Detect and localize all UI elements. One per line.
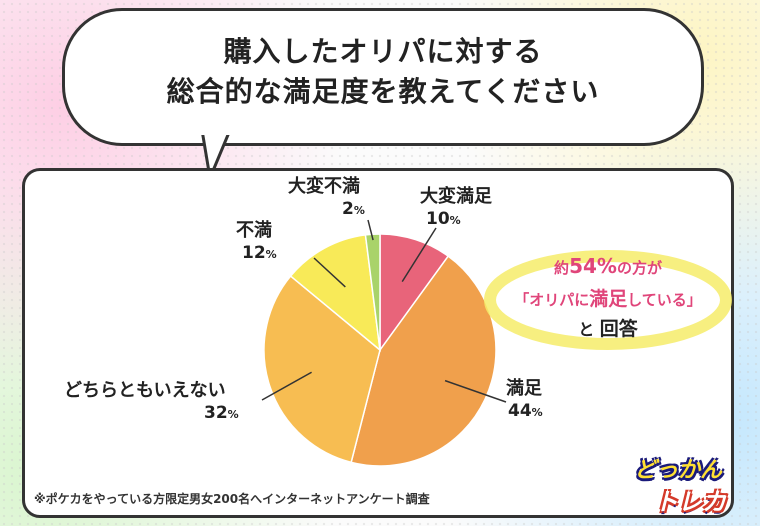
title-line-2: 総合的な満足度を教えてください — [166, 75, 600, 108]
title-speech-bubble — [62, 8, 704, 146]
callout-highlight-ring — [484, 250, 732, 350]
pie-slice-very-satisfied — [379, 233, 450, 353]
slice-name: どちらともいえない — [64, 380, 226, 401]
callout-line-3: と 回答 — [578, 318, 638, 340]
slice-label-neutral: どちらともいえない 32% — [64, 380, 239, 426]
callout-line-1: 約54%の方が — [554, 254, 662, 278]
speech-bubble-tail — [200, 130, 232, 180]
callout-line-2: 「オリパに満足している」 — [514, 288, 702, 310]
leader-line — [367, 219, 374, 241]
logo-line-1: どっかん — [634, 458, 723, 483]
leader-line — [444, 379, 507, 403]
leader-line — [261, 371, 312, 401]
slice-name: 大変満足 — [420, 186, 492, 207]
pie-slice-satisfied — [350, 255, 497, 467]
slice-name: 大変不満 — [288, 176, 360, 197]
slice-label-very-satisfied: 大変満足 10% — [420, 186, 492, 232]
slice-percent: 2% — [342, 199, 365, 219]
survey-note: ※ポケカをやっている方限定男女200名へインターネットアンケート調査 — [34, 492, 430, 506]
logo-line-2: トレカ — [654, 488, 726, 516]
leader-line — [313, 257, 346, 288]
slice-percent: 32% — [204, 403, 239, 423]
slice-label-dissatisfied: 不満 12% — [236, 220, 277, 266]
pie-slice-very-dissatisfied — [364, 233, 381, 351]
slice-percent: 10% — [426, 209, 461, 229]
slice-label-very-dissatisfied: 大変不満 2% — [288, 176, 365, 222]
slice-percent: 44% — [508, 401, 543, 421]
title-line-1: 購入したオリパに対する — [223, 35, 543, 68]
slice-label-satisfied: 満足 44% — [506, 378, 543, 424]
leader-line — [401, 227, 437, 282]
summary-callout: 約54%の方が 「オリパに満足している」 と 回答 — [484, 248, 732, 360]
slice-name: 不満 — [236, 220, 272, 241]
pie-slice-neutral — [263, 275, 381, 464]
slice-percent: 12% — [242, 243, 277, 263]
slice-name: 満足 — [506, 378, 542, 399]
pie-slice-dissatisfied — [289, 234, 381, 352]
brand-logo: どっかん トレカ — [628, 452, 744, 518]
page-title: 購入したオリパに対する 総合的な満足度を教えてください — [62, 32, 704, 112]
